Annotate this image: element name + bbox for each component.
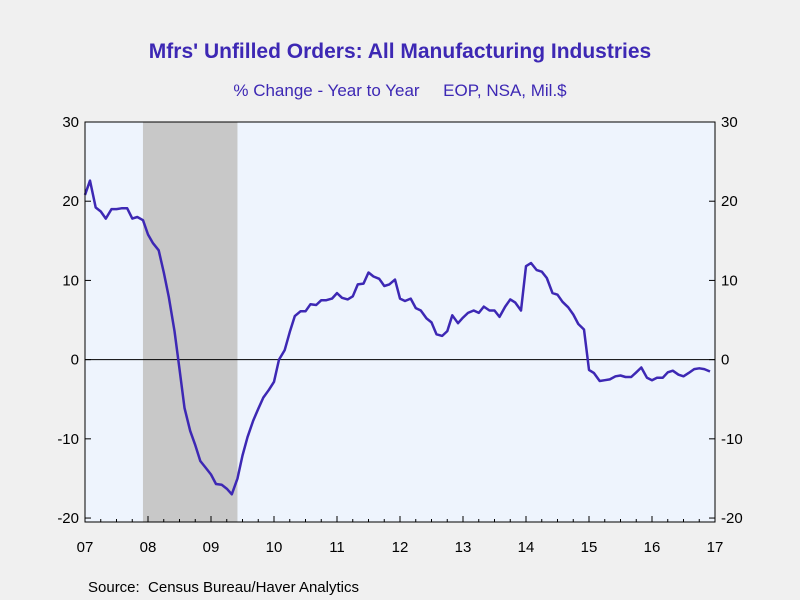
y-tick-label: 20 — [62, 193, 79, 210]
x-tick-label: 08 — [140, 539, 157, 556]
y-tick-label: 0 — [721, 352, 729, 369]
y-tick-label: 30 — [62, 114, 79, 131]
series-line — [83, 179, 711, 496]
x-tick-label: 14 — [518, 539, 535, 556]
y-tick-label: 10 — [62, 272, 79, 289]
y-tick-label: -20 — [57, 510, 79, 527]
x-tick-label: 13 — [455, 539, 472, 556]
y-tick-label: -20 — [721, 510, 743, 527]
y-axis-left: 30 20 10 0 -10 -20 — [57, 114, 91, 527]
x-tick-label: 09 — [203, 539, 220, 556]
y-tick-label: -10 — [57, 431, 79, 448]
y-tick-label: 30 — [721, 114, 738, 131]
y-tick-label: -10 — [721, 431, 743, 448]
x-tick-label: 11 — [329, 539, 345, 556]
recession-band — [142, 122, 238, 522]
x-tick-label: 15 — [581, 539, 598, 556]
source-note: Source: Census Bureau/Haver Analytics — [88, 579, 359, 596]
y-axis-right: 30 20 10 0 -10 -20 — [709, 114, 743, 527]
x-tick-label: 17 — [707, 539, 724, 556]
y-tick-label: 0 — [71, 352, 79, 369]
chart-subtitle: % Change - Year to Year EOP, NSA, Mil.$ — [233, 81, 567, 100]
recession-layer — [142, 122, 238, 522]
x-tick-label: 07 — [77, 539, 94, 556]
x-axis: 07 08 09 10 11 12 13 14 15 16 17 — [77, 516, 724, 556]
x-tick-label: 10 — [266, 539, 283, 556]
y-tick-label: 20 — [721, 193, 738, 210]
x-tick-label: 12 — [392, 539, 409, 556]
x-tick-label: 16 — [644, 539, 661, 556]
chart-title: Mfrs' Unfilled Orders: All Manufacturing… — [149, 40, 651, 63]
y-tick-label: 10 — [721, 272, 738, 289]
